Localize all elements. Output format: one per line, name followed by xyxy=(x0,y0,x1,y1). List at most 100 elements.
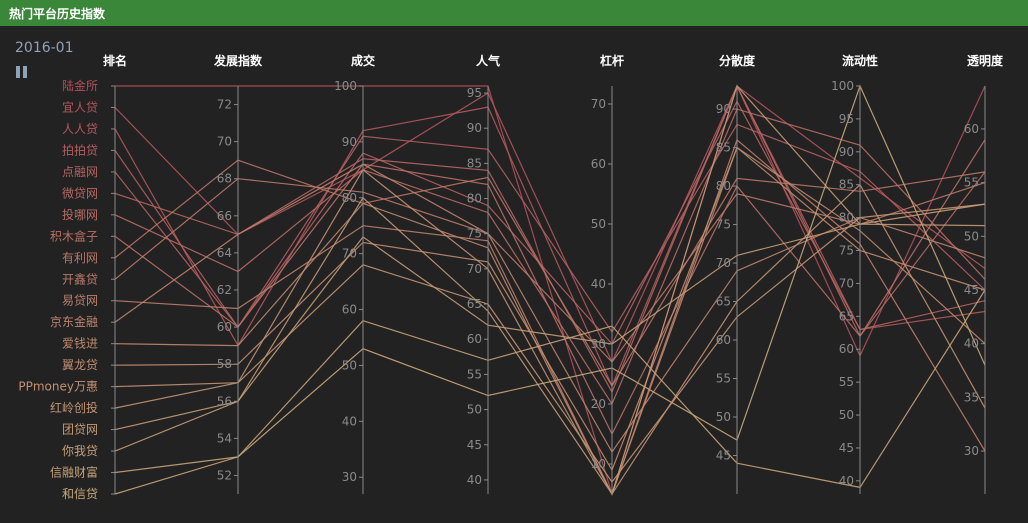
tick-label: 60 xyxy=(217,320,232,334)
category-label: 微贷网 xyxy=(62,186,98,200)
series-line xyxy=(114,178,986,363)
tick-label: 50 xyxy=(964,229,979,243)
series-line xyxy=(114,108,986,406)
tick-label: 70 xyxy=(467,262,482,276)
tick-label: 55 xyxy=(467,367,482,381)
tick-label: 40 xyxy=(839,474,854,488)
tick-label: 55 xyxy=(839,375,854,389)
series-line xyxy=(114,100,986,346)
tick-label: 80 xyxy=(342,191,357,205)
pause-icon[interactable] xyxy=(16,66,28,78)
tick-label: 70 xyxy=(217,135,232,149)
series-line xyxy=(114,289,986,489)
tick-label: 95 xyxy=(467,86,482,100)
axis-title: 透明度 xyxy=(967,53,1004,68)
tick-label: 90 xyxy=(716,102,731,116)
series-lines xyxy=(114,84,986,497)
axis: 发展指数 52 54 56 58 60 62 64 66 68 70 72 xyxy=(213,53,263,494)
axis-title: 发展指数 xyxy=(213,53,263,68)
axis-title: 排名 xyxy=(103,53,127,68)
tick-label: 50 xyxy=(591,217,606,231)
tick-label: 70 xyxy=(716,256,731,270)
category-label: 翼龙贷 xyxy=(62,358,98,372)
category-label: 点融网 xyxy=(62,165,98,179)
tick-label: 75 xyxy=(839,244,854,258)
axis-title: 流动性 xyxy=(842,53,878,68)
tick-label: 50 xyxy=(716,410,731,424)
series-line xyxy=(114,159,986,388)
tick-label: 60 xyxy=(467,332,482,346)
tick-label: 95 xyxy=(839,112,854,126)
tick-label: 40 xyxy=(342,414,357,428)
series-line xyxy=(114,146,986,496)
category-label: 陆金所 xyxy=(62,78,98,93)
tick-label: 20 xyxy=(591,397,606,411)
category-label: 人人贷 xyxy=(62,122,98,136)
axis-title: 成交 xyxy=(351,53,375,68)
axis-title: 杠杆 xyxy=(600,53,624,68)
axis: 杠杆 10 20 30 40 50 60 70 xyxy=(591,53,624,494)
tick-label: 64 xyxy=(217,246,232,260)
category-label: 开鑫贷 xyxy=(62,271,98,286)
series-line xyxy=(114,203,986,484)
tick-label: 70 xyxy=(591,97,606,111)
category-label: PPmoney万惠 xyxy=(18,380,98,394)
tick-label: 40 xyxy=(467,473,482,487)
category-label: 爱钱进 xyxy=(62,336,98,351)
tick-label: 40 xyxy=(591,277,606,291)
tick-label: 50 xyxy=(467,403,482,417)
tick-label: 75 xyxy=(716,218,731,232)
tick-label: 80 xyxy=(839,211,854,225)
tick-label: 56 xyxy=(217,394,232,408)
tick-label: 100 xyxy=(334,79,357,93)
category-label: 信融财富 xyxy=(50,465,98,480)
tick-label: 10 xyxy=(591,457,606,471)
category-label: 有利网 xyxy=(62,251,98,265)
tick-label: 90 xyxy=(839,145,854,159)
tick-label: 60 xyxy=(716,333,731,347)
tick-label: 60 xyxy=(342,303,357,317)
axis-title: 分散度 xyxy=(719,53,756,68)
tick-label: 50 xyxy=(839,408,854,422)
axis: 流动性 40 45 50 55 60 65 70 75 80 85 90 95 100 xyxy=(831,53,878,494)
series-line xyxy=(114,84,986,388)
tick-label: 70 xyxy=(342,247,357,261)
tick-label: 45 xyxy=(839,441,854,455)
tick-label: 60 xyxy=(591,157,606,171)
timeline-current-label: 2016-01 xyxy=(15,40,74,56)
tick-label: 55 xyxy=(716,372,731,386)
tick-label: 100 xyxy=(831,79,854,93)
tick-label: 85 xyxy=(716,141,731,155)
tick-label: 30 xyxy=(964,444,979,458)
tick-label: 80 xyxy=(467,192,482,206)
tick-label: 52 xyxy=(217,468,232,482)
tick-label: 80 xyxy=(716,179,731,193)
tick-label: 60 xyxy=(964,122,979,136)
tick-label: 35 xyxy=(964,390,979,404)
series-line xyxy=(114,84,986,496)
tick-label: 65 xyxy=(467,297,482,311)
tick-label: 45 xyxy=(964,283,979,297)
tick-label: 70 xyxy=(839,276,854,290)
app-header: 热门平台历史指数 xyxy=(0,0,1028,26)
tick-label: 45 xyxy=(467,438,482,452)
tick-label: 75 xyxy=(467,227,482,241)
app-title: 热门平台历史指数 xyxy=(9,7,106,21)
axis: 排名陆金所宜人贷人人贷拍拍贷点融网微贷网投哪网积木盒子有利网开鑫贷易贷网京东金融… xyxy=(18,53,127,501)
category-label: 宜人贷 xyxy=(62,99,98,114)
tick-label: 66 xyxy=(217,209,232,223)
tick-label: 85 xyxy=(839,178,854,192)
axis: 分散度 45 50 55 60 65 70 75 80 85 90 xyxy=(716,53,756,494)
timeline-control: 2016-01 xyxy=(15,40,74,78)
axis: 透明度 30 35 40 45 50 55 60 xyxy=(964,53,1004,494)
axis: 人气 40 45 50 55 60 65 70 75 80 85 90 95 xyxy=(467,53,500,494)
tick-label: 55 xyxy=(964,176,979,190)
tick-label: 65 xyxy=(716,295,731,309)
tick-label: 54 xyxy=(217,431,232,445)
tick-label: 90 xyxy=(467,121,482,135)
tick-label: 45 xyxy=(716,449,731,463)
tick-label: 72 xyxy=(217,98,232,112)
category-label: 拍拍贷 xyxy=(62,142,98,157)
series-line xyxy=(114,84,986,495)
tick-label: 68 xyxy=(217,172,232,186)
